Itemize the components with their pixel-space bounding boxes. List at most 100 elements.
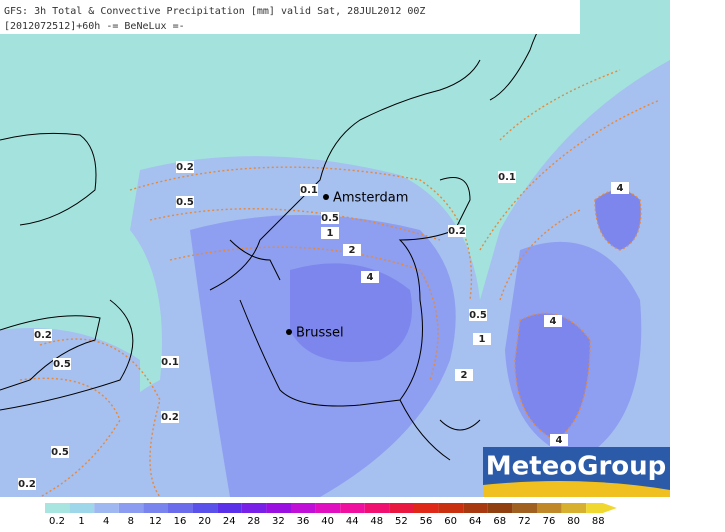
contour-line <box>19 69 661 498</box>
legend-swatch <box>414 503 439 513</box>
contour-label: 0.5 <box>51 447 69 458</box>
legend-swatch <box>463 503 488 513</box>
legend-label: 1 <box>78 516 84 527</box>
legend-swatch <box>118 503 144 513</box>
legend-swatch <box>266 503 291 513</box>
contour-label-box <box>361 271 379 283</box>
contour-label: 1 <box>479 334 486 345</box>
contour-label: 4 <box>617 183 624 194</box>
contour-label-box <box>176 161 194 173</box>
legend-label: 56 <box>420 516 433 527</box>
contour-label-box <box>51 446 69 458</box>
legend-swatch <box>364 503 390 513</box>
contour-label-box <box>321 212 339 224</box>
legend-swatch <box>94 503 119 513</box>
header-subtitle: [2012072512]+60h -= BeNeLux =- <box>4 21 185 32</box>
legend-swatch <box>561 503 587 513</box>
contour-label: 0.2 <box>18 479 36 490</box>
legend-label: 28 <box>247 516 260 527</box>
contour-label: 4 <box>367 272 374 283</box>
contour-label: 0.5 <box>176 197 194 208</box>
legend: 0.2 1 4 8 12 16 20 24 28 32 36 40 44 48 52 56 60 64 68 72 76… <box>45 503 617 527</box>
legend-label: 64 <box>469 516 482 527</box>
legend-label: 40 <box>321 516 334 527</box>
contour-label-box <box>469 309 487 321</box>
contour-label-box <box>34 329 52 341</box>
legend-label: 60 <box>444 516 457 527</box>
precip-area <box>290 263 412 362</box>
legend-swatch <box>143 503 168 513</box>
header-box <box>0 0 580 34</box>
legend-swatch <box>241 503 267 513</box>
contour-label-box <box>544 315 562 327</box>
legend-swatch <box>291 503 316 513</box>
legend-label: 16 <box>174 516 187 527</box>
contour-label: 0.2 <box>161 412 179 423</box>
contour-label-box <box>455 369 473 381</box>
legend-label: 80 <box>567 516 580 527</box>
contour-label: 0.2 <box>448 226 466 237</box>
precip-area <box>515 313 590 440</box>
contour-label: 0.5 <box>53 359 71 370</box>
legend-label: 68 <box>493 516 506 527</box>
contour-label: 2 <box>349 245 356 256</box>
legend-label: 36 <box>297 516 310 527</box>
contour-label-box <box>161 356 179 368</box>
legend-swatch <box>340 503 365 513</box>
legend-swatch <box>586 503 617 513</box>
legend-label: 12 <box>149 516 162 527</box>
contour-label-box <box>611 182 629 194</box>
legend-swatch <box>45 503 70 513</box>
logo-swoosh <box>483 481 670 497</box>
contour-label-box <box>176 196 194 208</box>
contour-label-box <box>343 244 361 256</box>
legend-label: 44 <box>346 516 359 527</box>
legend-swatch <box>389 503 414 513</box>
contour-label-box <box>161 411 179 423</box>
legend-swatch <box>192 503 218 513</box>
contour-label-box <box>550 434 568 446</box>
legend-label: 76 <box>543 516 556 527</box>
legend-swatch <box>217 503 242 513</box>
contour-label-box <box>18 478 36 490</box>
contour-label-box <box>321 227 339 239</box>
legend-label: 48 <box>370 516 383 527</box>
contour-label-box <box>498 171 516 183</box>
legend-label: 52 <box>395 516 408 527</box>
contour-label: 0.1 <box>498 172 516 183</box>
city-label: Brussel <box>296 326 344 341</box>
legend-label: 88 <box>592 516 605 527</box>
legend-swatch <box>69 503 95 513</box>
city-label: Amsterdam <box>333 191 408 206</box>
contour-label-box <box>300 184 318 196</box>
contour-label-box <box>53 358 71 370</box>
contour-label: 0.2 <box>176 162 194 173</box>
contour-label: 0.2 <box>34 330 52 341</box>
precip-area <box>595 190 641 250</box>
legend-label: 72 <box>518 516 531 527</box>
contour-label: 0.1 <box>161 357 179 368</box>
legend-label: 4 <box>103 516 109 527</box>
contour-label: 4 <box>550 316 557 327</box>
contour-label-box <box>448 225 466 237</box>
legend-swatch <box>438 503 464 513</box>
contour-label: 2 <box>461 370 468 381</box>
coastline <box>0 0 561 461</box>
precip-area <box>0 328 140 497</box>
city-marker <box>323 194 329 200</box>
contour-label: 4 <box>556 435 563 446</box>
legend-label: 32 <box>272 516 285 527</box>
contour-label: 1 <box>327 228 334 239</box>
contour-label: 0.1 <box>300 185 318 196</box>
contour-label-box <box>473 333 491 345</box>
city-marker <box>286 329 292 335</box>
header-title: GFS: 3h Total & Convective Precipitation… <box>4 6 425 17</box>
map: Amsterdam Brussel 0.2 0.5 0.1 0.5 1 2 4 0.1 0.2 4… <box>0 0 671 498</box>
legend-label: 24 <box>223 516 236 527</box>
legend-swatch <box>512 503 537 513</box>
contour-label: 0.5 <box>321 213 339 224</box>
legend-label: 8 <box>128 516 134 527</box>
legend-label: 20 <box>198 516 211 527</box>
legend-swatch <box>315 503 341 513</box>
legend-label: 0.2 <box>49 516 65 527</box>
